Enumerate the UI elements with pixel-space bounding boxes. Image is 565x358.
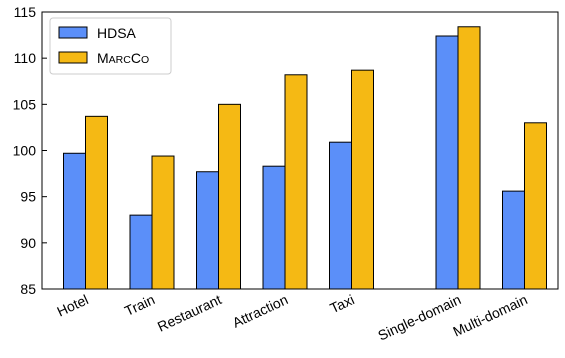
bar-hdsa-single-domain: [435, 35, 459, 290]
legend-label-marco: MARCCO: [97, 50, 149, 66]
bar-hdsa-attraction: [262, 165, 286, 290]
bar-hdsa-restaurant: [196, 171, 219, 290]
bar-marco-hotel: [85, 115, 108, 290]
y-tick-label-90: 90: [20, 235, 36, 251]
x-tick-label-single-domain: Single-domain: [375, 291, 463, 343]
bar-marco-multi-domain: [524, 122, 547, 290]
y-tick-label-85: 85: [20, 281, 36, 297]
bar-hdsa-multi-domain: [502, 190, 525, 290]
x-tick-label-train: Train: [122, 291, 157, 319]
x-tick-label-attraction: Attraction: [230, 291, 290, 330]
y-tick-label-105: 105: [13, 96, 37, 112]
x-tick-label-multi-domain: Multi-domain: [450, 291, 529, 339]
bar-hdsa-hotel: [63, 152, 86, 290]
bar-hdsa-train: [129, 214, 153, 290]
x-tick-label-hotel: Hotel: [54, 291, 90, 319]
bar-marco-attraction: [284, 74, 308, 290]
bar-marco-single-domain: [457, 26, 481, 290]
bar-marco-restaurant: [218, 103, 241, 290]
legend-label-hdsa: HDSA: [97, 25, 137, 41]
legend: HDSA MARCCO: [49, 17, 172, 75]
x-tick-label-restaurant: Restaurant: [155, 291, 224, 334]
x-tick-label-taxi: Taxi: [327, 291, 356, 316]
bars-layer: [63, 26, 547, 290]
bar-marco-train: [151, 155, 175, 290]
y-tick-label-95: 95: [20, 189, 36, 205]
legend-swatch-hdsa: [58, 26, 88, 39]
y-tick-label-115: 115: [14, 4, 37, 20]
y-tick-label-100: 100: [13, 143, 37, 159]
bar-hdsa-taxi: [329, 141, 352, 290]
y-tick-label-110: 110: [14, 50, 37, 66]
bar-marco-taxi: [351, 69, 374, 290]
legend-swatch-marco: [58, 51, 88, 64]
